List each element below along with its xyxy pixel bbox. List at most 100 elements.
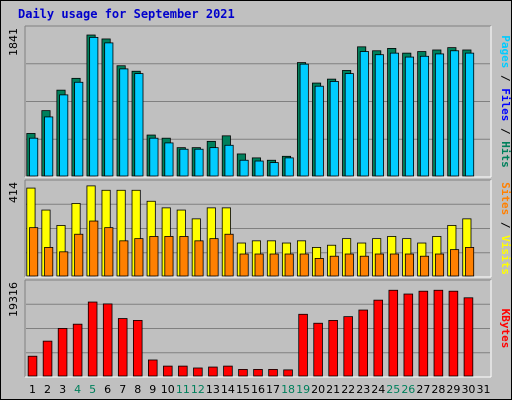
bar-files-day-15 [239,159,249,177]
right-label-part: / [499,215,512,235]
bar-kbytes-day-7 [117,318,128,377]
bar-sites-day-24 [374,253,384,277]
bar-kbytes-day-26 [403,293,414,377]
x-tick-label-25: 25 [386,383,400,396]
bar-sites-day-28 [434,253,445,277]
x-tick-label-20: 20 [311,383,325,396]
bar-files-day-18 [284,157,294,177]
bar-files-day-26 [404,56,414,177]
bar-files-day-30 [465,52,475,177]
bar-sites-day-9 [149,236,159,277]
bar-sites-day-21 [329,255,339,277]
bar-sites-day-15 [239,253,249,277]
bar-sites-day-25 [389,253,399,277]
x-tick-label-28: 28 [431,383,445,396]
x-tick-label-15: 15 [236,383,250,396]
bar-kbytes-day-16 [253,369,263,377]
bar-files-day-14 [224,144,234,177]
x-tick-label-11: 11 [176,383,190,396]
bar-files-day-9 [149,137,159,177]
bar-kbytes-day-15 [238,369,248,377]
bar-kbytes-day-10 [163,365,173,377]
bar-kbytes-day-11 [178,365,188,377]
bar-files-day-20 [314,85,324,177]
x-tick-label-24: 24 [371,383,385,396]
bar-kbytes-day-30 [463,297,474,377]
x-tick-label-4: 4 [74,383,81,396]
bar-sites-day-22 [344,253,354,277]
bar-kbytes-day-9 [148,359,158,377]
bar-sites-day-29 [450,249,460,277]
bar-files-day-19 [299,63,309,177]
right-label-hits: Pages / Files / Hits [499,35,512,168]
right-label-part: KBytes [499,309,512,349]
bar-sites-day-19 [299,253,309,277]
bar-sites-day-7 [119,240,129,277]
x-tick-label-19: 19 [296,383,310,396]
bar-files-day-29 [450,50,460,177]
bar-sites-day-11 [179,236,189,277]
y-max-label-kbytes: 19316 [7,282,20,317]
bar-kbytes-day-5 [87,301,98,377]
bar-kbytes-day-12 [193,367,203,377]
x-tick-label-29: 29 [446,383,460,396]
bar-files-day-28 [434,53,445,177]
bar-sites-day-17 [269,253,279,277]
bar-files-day-6 [104,42,114,177]
x-tick-label-31: 31 [476,383,490,396]
bar-sites-day-1 [29,227,39,277]
bar-kbytes-day-29 [448,290,459,377]
bar-files-day-13 [209,147,219,177]
bar-files-day-24 [374,54,384,177]
bar-sites-day-3 [59,251,69,277]
bar-kbytes-day-17 [268,369,278,377]
x-tick-label-9: 9 [149,383,156,396]
bar-kbytes-day-27 [418,290,429,377]
right-label-part: Files [499,88,512,121]
bar-sites-day-16 [254,253,264,277]
bar-kbytes-day-19 [298,313,308,377]
bar-kbytes-day-25 [388,289,399,377]
x-tick-label-27: 27 [416,383,430,396]
bar-sites-day-26 [404,253,414,277]
bar-sites-day-6 [104,227,114,277]
bar-files-day-27 [419,55,430,177]
bar-sites-day-20 [314,258,324,277]
x-tick-label-12: 12 [191,383,205,396]
bar-kbytes-day-23 [358,309,368,377]
bar-files-day-5 [89,36,99,177]
x-tick-label-23: 23 [356,383,370,396]
bar-kbytes-day-21 [328,320,338,377]
bar-sites-day-27 [419,255,430,277]
bar-sites-day-12 [194,240,204,277]
x-tick-label-8: 8 [134,383,141,396]
right-label-part: Pages [499,35,512,68]
y-max-label-hits: 1841 [7,28,20,56]
chart-title: Daily usage for September 2021 [18,7,235,21]
y-max-label-visits: 414 [7,182,20,203]
bar-sites-day-8 [134,238,144,277]
x-tick-label-22: 22 [341,383,355,396]
x-tick-label-26: 26 [401,383,415,396]
bar-files-day-7 [119,68,129,177]
bar-files-day-8 [134,73,144,177]
bar-kbytes-day-18 [283,369,293,377]
x-tick-label-1: 1 [29,383,36,396]
bar-files-day-16 [254,160,264,177]
bar-kbytes-day-4 [72,323,83,377]
right-label-part: Visits [499,235,512,275]
bar-sites-day-30 [465,247,475,277]
bar-kbytes-day-28 [433,289,444,377]
bar-files-day-10 [164,142,174,177]
right-label-part: / [499,68,512,88]
bar-kbytes-day-8 [132,320,143,377]
bar-sites-day-4 [74,233,84,277]
x-tick-label-10: 10 [161,383,175,396]
bar-sites-day-2 [44,247,54,277]
bar-kbytes-day-24 [373,299,384,377]
x-tick-label-7: 7 [119,383,126,396]
bar-kbytes-day-2 [42,340,53,377]
x-tick-label-14: 14 [221,383,235,396]
right-label-visits: Sites / Visits [499,182,512,275]
